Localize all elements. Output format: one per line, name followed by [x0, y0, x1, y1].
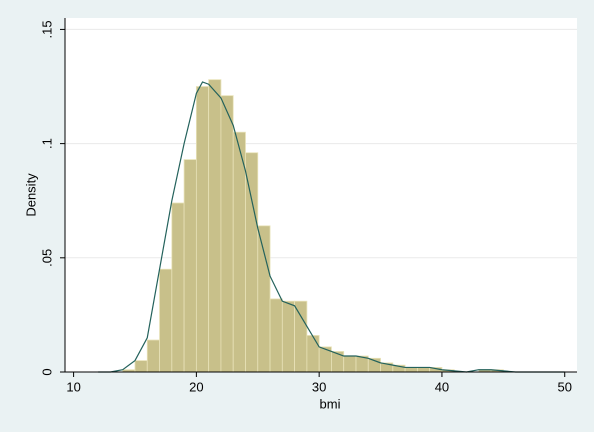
x-axis-title: bmi	[320, 396, 341, 411]
y-tick-label: .1	[39, 138, 54, 149]
x-tick-label: 30	[312, 379, 326, 394]
y-tick-label: 0	[39, 368, 54, 375]
bar	[404, 367, 418, 373]
bar	[245, 152, 259, 373]
bar	[171, 202, 185, 373]
x-tick-label: 50	[557, 379, 571, 394]
bar	[183, 159, 197, 373]
plot-area	[65, 18, 577, 372]
bar	[257, 225, 271, 373]
bar	[306, 335, 320, 373]
bar	[331, 351, 345, 373]
bar	[220, 95, 234, 373]
bar	[195, 86, 210, 373]
x-tick-label: 40	[435, 379, 449, 394]
bar	[146, 339, 160, 373]
bar	[416, 367, 431, 373]
bar	[281, 300, 296, 373]
bar	[343, 355, 357, 373]
x-tick-label: 10	[66, 379, 80, 394]
bar	[159, 268, 173, 373]
y-tick-label: .05	[39, 249, 54, 267]
bar	[134, 360, 148, 373]
bar	[208, 79, 222, 373]
y-tick-label: .15	[39, 20, 54, 38]
bar	[232, 131, 246, 373]
bar	[294, 300, 308, 373]
bar	[269, 298, 283, 373]
y-axis-title: Density	[23, 173, 38, 217]
x-tick-label: 20	[189, 379, 203, 394]
